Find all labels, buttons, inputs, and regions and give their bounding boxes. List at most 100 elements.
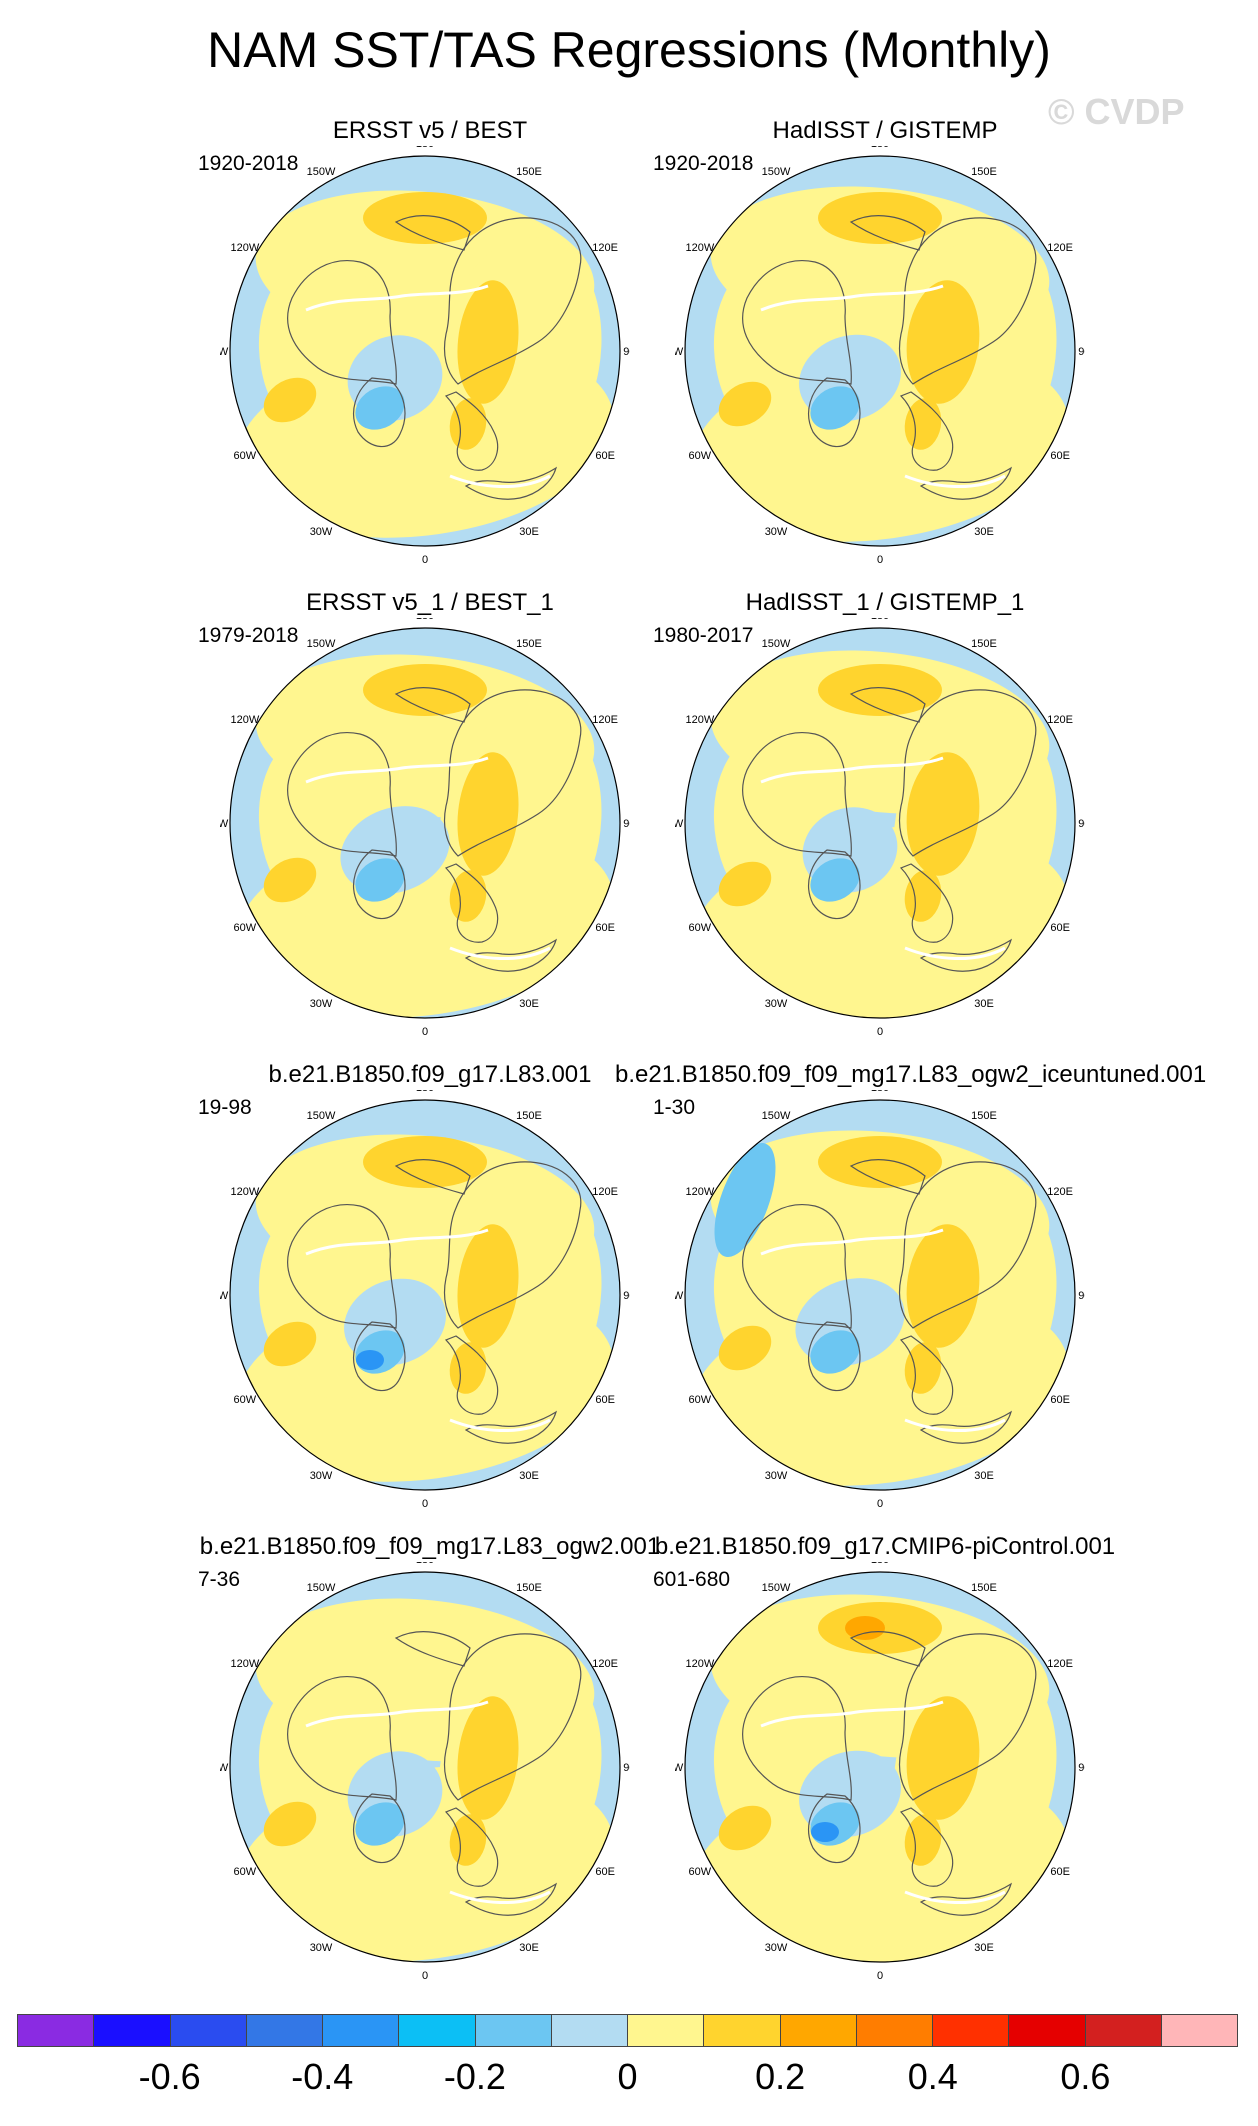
longitude-label-150E: 150E [516, 638, 542, 650]
coastline-0 [898, 1633, 1037, 1801]
american-east-positive [718, 861, 772, 907]
coastline-4 [444, 1807, 499, 1887]
polar-map: 180 150E 120E 90E 60E 30E 0 30W 60W 90W 120W 150W [675, 146, 1085, 566]
polar-map: 180 150E 120E 90E 60E 30E 0 30W 60W 90W 120W 150W [220, 146, 630, 566]
panel-period: 1-30 [653, 1096, 696, 1119]
coastline-1 [394, 1631, 471, 1667]
longitude-label-120W: 120W [685, 1658, 714, 1670]
map-frame [229, 627, 621, 1019]
longitude-label-150W: 150W [762, 166, 791, 178]
coastlines [287, 687, 582, 972]
coastline-0 [898, 217, 1037, 385]
coastline-1 [849, 215, 926, 251]
longitude-label-0: 0 [422, 1970, 428, 1982]
panel-period: 601-680 [653, 1568, 731, 1591]
longitude-label-150W: 150W [762, 1582, 791, 1594]
polar-map: 180 150E 120E 90E 60E 30E 0 30W 60W 90W 120W 150W [220, 1562, 630, 1982]
coastline-2 [287, 1204, 397, 1329]
coast-white-line-south [904, 1418, 1006, 1433]
longitude-label-180: 180 [416, 146, 434, 150]
longitude-label-120E: 120E [592, 714, 618, 726]
longitude-label-120E: 120E [1047, 714, 1073, 726]
europe-positive [904, 1814, 942, 1866]
europe-positive [449, 1342, 487, 1394]
longitude-label-90W: 90W [675, 1290, 684, 1302]
map-panel: b.e21.B1850.f09_g17.L83.00119-98180150E1… [198, 1060, 640, 1510]
longitude-label-90E: 90E [623, 1290, 630, 1302]
longitude-label-90W: 90W [220, 1290, 229, 1302]
longitude-label-120W: 120W [685, 1186, 714, 1198]
longitude-label-0: 0 [877, 1970, 883, 1982]
pacific-positive-center [818, 664, 942, 716]
longitude-label-150E: 150E [516, 166, 542, 178]
colorbar-swatch-9 [704, 2015, 781, 2046]
american-east-positive [718, 381, 772, 427]
longitude-label-150E: 150E [971, 638, 997, 650]
panel-title: ERSST v5 / BEST [332, 117, 528, 144]
atlantic-negative-core [810, 386, 860, 430]
polar-map: 180 150E 120E 90E 60E 30E 0 30W 60W 90W 120W 150W [220, 618, 630, 1038]
map-frame [684, 155, 1076, 547]
longitude-label-150W: 150W [762, 1110, 791, 1122]
field-layer [230, 628, 620, 1018]
eurasia-positive-core [906, 1224, 980, 1348]
american-east-positive [718, 1805, 772, 1851]
longitude-label-90E: 90E [1078, 1290, 1085, 1302]
longitude-label-30E: 30E [519, 1942, 539, 1954]
coastline-5 [919, 1882, 1013, 1916]
panel-period: 7-36 [198, 1568, 241, 1591]
colorbar-swatch-7 [551, 2015, 628, 2046]
longitude-label-0: 0 [422, 1026, 428, 1038]
longitude-label-120W: 120W [685, 242, 714, 254]
coast-white-line-south [904, 1890, 1006, 1905]
longitude-label-30E: 30E [974, 998, 994, 1010]
longitude-label-0: 0 [422, 554, 428, 566]
coastline-4 [899, 1335, 954, 1415]
longitude-label-30E: 30E [519, 1470, 539, 1482]
colorbar-swatch-2 [170, 2015, 247, 2046]
coast-white-line-south [449, 1418, 551, 1433]
coastline-2 [742, 1676, 852, 1801]
longitude-label-120W: 120W [230, 242, 259, 254]
longitude-label-60E: 60E [595, 922, 615, 934]
longitude-label-60W: 60W [689, 922, 712, 934]
coastline-3 [353, 1321, 406, 1392]
colorbar-tick-label: -0.6 [138, 2056, 201, 2097]
longitude-label-150W: 150W [307, 166, 336, 178]
longitude-label-120E: 120E [592, 242, 618, 254]
longitude-label-120W: 120W [685, 714, 714, 726]
coastline-3 [808, 849, 861, 920]
colorbar-swatch-13 [1009, 2015, 1086, 2046]
colorbar-swatch-1 [94, 2015, 171, 2046]
coastlines [742, 1631, 1037, 1916]
coastline-3 [808, 1793, 861, 1864]
longitude-label-150E: 150E [971, 1110, 997, 1122]
longitude-label-60E: 60E [1050, 450, 1070, 462]
panel-title: b.e21.B1850.f09_g17.CMIP6-piControl.001 [654, 1533, 1116, 1560]
eurasia-positive-core [457, 1224, 519, 1348]
longitude-label-60E: 60E [1050, 1866, 1070, 1878]
coast-white-line [760, 1228, 944, 1256]
field-layer [230, 1572, 620, 1962]
coastline-1 [849, 687, 926, 723]
coastline-1 [849, 1159, 926, 1195]
coastline-0 [898, 689, 1037, 857]
longitude-label-90W: 90W [220, 346, 229, 358]
longitude-label-180: 180 [871, 1090, 889, 1094]
coast-white-line [760, 1700, 944, 1728]
longitude-label-30W: 30W [310, 998, 333, 1010]
panel-title: b.e21.B1850.f09_g17.L83.001 [268, 1061, 592, 1088]
map-frame [684, 1099, 1076, 1491]
figure-title: NAM SST/TAS Regressions (Monthly) [207, 22, 1051, 78]
colorbar-tick-label: -0.4 [291, 2056, 354, 2097]
american-east-positive [263, 857, 317, 903]
map-frame [229, 1571, 621, 1963]
map-panel: b.e21.B1850.f09_f09_mg17.L83_ogw2_iceunt… [615, 1060, 1206, 1510]
coastline-0 [443, 1161, 582, 1329]
colorbar-tick-label: 0.6 [1060, 2056, 1111, 2097]
coastline-2 [742, 260, 852, 385]
europe-positive [904, 870, 942, 922]
field-layer [230, 156, 620, 546]
coastline-2 [287, 732, 397, 857]
longitude-label-60E: 60E [595, 1866, 615, 1878]
